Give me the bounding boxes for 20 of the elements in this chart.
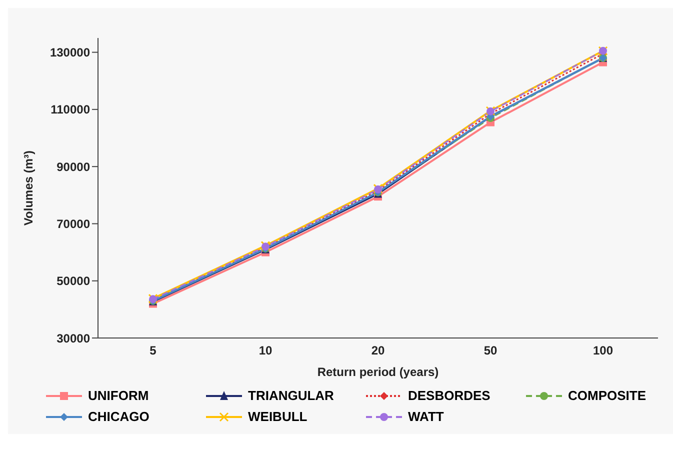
- legend-label: CHICAGO: [88, 409, 150, 424]
- x-tick-label: 5: [150, 344, 157, 358]
- legend-label: DESBORDES: [408, 388, 490, 403]
- legend-label: UNIFORM: [88, 388, 149, 403]
- x-tick-label: 20: [371, 344, 385, 358]
- y-tick-label: 90000: [56, 160, 90, 174]
- legend-label: WEIBULL: [248, 409, 308, 424]
- y-tick-label: 110000: [50, 102, 90, 117]
- y-tick-label: 130000: [50, 46, 90, 60]
- legend-label: WATT: [408, 409, 444, 424]
- x-tick-label: 50: [484, 344, 498, 358]
- y-axis-title: Volumes (m³): [21, 150, 36, 226]
- x-tick-label: 10: [258, 344, 272, 358]
- y-tick-label: 70000: [56, 216, 90, 231]
- x-axis-title: Return period (years): [317, 365, 439, 379]
- legend-label: TRIANGULAR: [248, 388, 334, 403]
- y-tick-label: 50000: [56, 274, 90, 288]
- x-tick-label: 100: [592, 344, 614, 358]
- legend-label: COMPOSITE: [568, 388, 646, 403]
- y-tick-label: 30000: [56, 331, 90, 346]
